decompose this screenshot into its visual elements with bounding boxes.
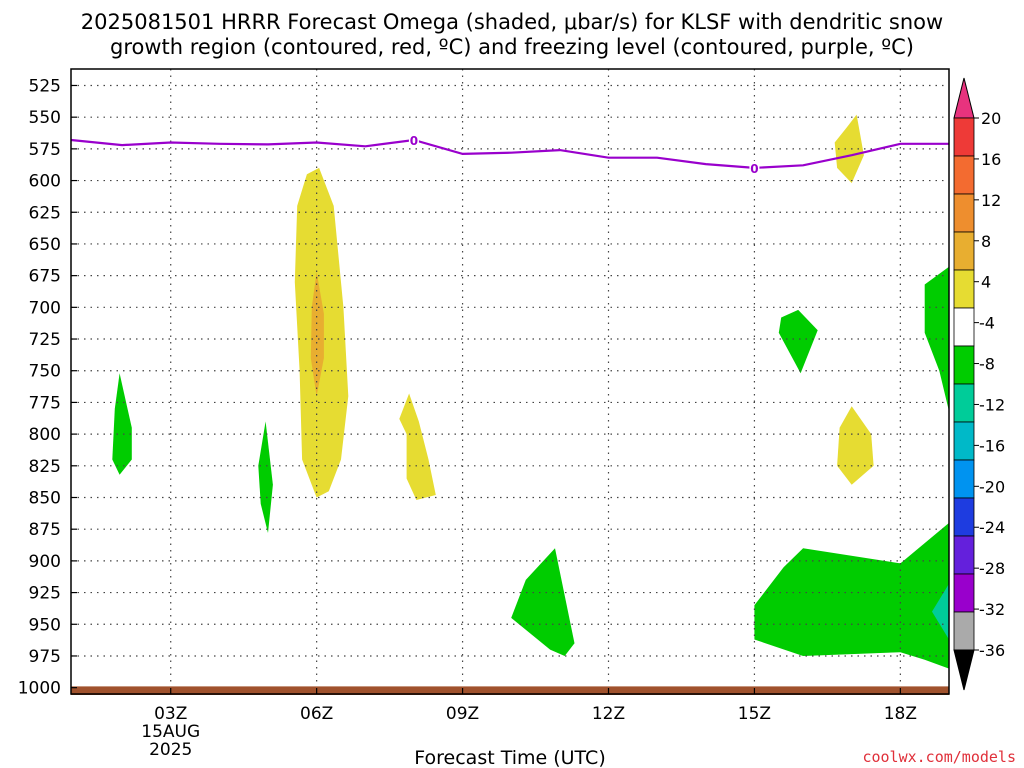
omega-region-8 [778,309,818,374]
colorbar-band-12 [953,573,975,613]
y-tick-label-17: 950 [29,615,61,635]
freezing-level-line [70,138,949,170]
colorbar-tick-label-6: -8 [979,355,995,374]
x-tick-label-2: 09Z [446,704,479,724]
omega-region-2 [399,393,436,500]
freezing-label-1: 0 [750,162,758,176]
y-tick-label-4: 625 [29,203,61,223]
y-tick-label-19: 1000 [18,679,61,699]
colorbar-band-11 [953,535,975,575]
surface-band-rect [71,686,949,695]
x-tick-label-1: 06Z [300,704,333,724]
colorbar-band-4 [953,269,975,309]
colorbar-band-10 [953,497,975,537]
colorbar-band-3 [953,231,975,271]
y-tick-label-1: 550 [29,108,61,128]
colorbar: 20 16 12 8 4 -4 -8 -12 -16 -20 -24 -28 -32 -36 [953,77,1005,691]
y-tick-label-9: 750 [29,362,61,382]
x-tick-label-4: 15Z [738,704,771,724]
y-tick-label-18: 975 [29,647,61,667]
y-tick-label-7: 700 [29,298,61,318]
colorbar-tick-label-2: 12 [981,191,1001,210]
colorbar-band-9 [953,459,975,499]
freezing-level: 00 [70,132,949,176]
colorbar-tick-label-11: -28 [979,559,1005,578]
colorbar-band-8 [953,421,975,461]
colorbar-band-0 [953,117,975,157]
omega-region-4 [837,406,874,485]
omega-region-11 [932,583,949,640]
y-tick-label-13: 850 [29,488,61,508]
freezing-label-0: 0 [410,134,418,148]
colorbar-band-13 [953,611,975,651]
y-tick-label-12: 825 [29,457,61,477]
colorbar-band-5 [953,307,975,347]
freezing-label-bg-0 [408,132,419,147]
x-axis-label: Forecast Time (UTC) [414,747,605,768]
colorbar-tick-label-3: 8 [981,232,991,251]
omega-region-9 [754,522,949,669]
chart-title-line1: 2025081501 HRRR Forecast Omega (shaded, … [81,10,943,34]
colorbar-top-arrow [953,77,975,119]
colorbar-band-1 [953,155,975,195]
omega-shaded-regions [112,114,949,669]
omega-region-5 [112,373,132,475]
colorbar-tick-label-8: -16 [979,436,1005,455]
colorbar-band-7 [953,383,975,423]
y-tick-label-8: 725 [29,330,61,350]
y-tick-label-10: 775 [29,393,61,413]
y-tick-label-16: 925 [29,584,61,604]
omega-region-6 [258,421,273,533]
credit-text: coolwx.com/models [862,748,1016,766]
colorbar-tick-label-1: 16 [981,150,1001,169]
x-tick-year-0: 2025 [149,740,192,760]
y-tick-label-6: 675 [29,267,61,287]
freezing-label-bg-1 [749,160,760,175]
colorbar-tick-label-13: -36 [979,641,1005,660]
x-tick-label-5: 18Z [884,704,917,724]
omega-region-3 [834,114,864,184]
colorbar-tick-label-5: -4 [979,314,995,333]
surface-band [71,686,949,695]
y-tick-label-11: 800 [29,425,61,445]
colorbar-tick-label-4: 4 [981,273,991,292]
x-tick-date-0: 15AUG [141,722,200,742]
colorbar-tick-label-0: 20 [981,109,1001,128]
colorbar-band-6 [953,345,975,385]
x-tick-label-3: 12Z [592,704,625,724]
colorbar-tick-label-12: -32 [979,600,1005,619]
y-tick-label-3: 600 [29,172,61,192]
y-tick-label-14: 875 [29,520,61,540]
y-tick-label-15: 900 [29,552,61,572]
colorbar-tick-label-9: -20 [979,477,1005,496]
y-axis-ticks: 525 550 575 600 625 650 675 700 725 750 775 800 825 8… [18,76,77,699]
chart-title-line2: growth region (contoured, red, ºC) and f… [110,35,914,59]
colorbar-bottom-arrow [953,649,975,691]
colorbar-tick-label-7: -12 [979,395,1005,414]
colorbar-band-2 [953,193,975,233]
omega-region-1 [310,271,324,397]
y-tick-label-2: 575 [29,140,61,160]
plot-frame [70,68,950,695]
colorbar-tick-label-10: -24 [979,518,1005,537]
y-tick-label-5: 650 [29,235,61,255]
x-tick-label-0: 03Z [154,704,187,724]
omega-region-7 [511,548,575,656]
plot-area: 00 [70,68,950,695]
y-tick-label-0: 525 [29,76,61,96]
